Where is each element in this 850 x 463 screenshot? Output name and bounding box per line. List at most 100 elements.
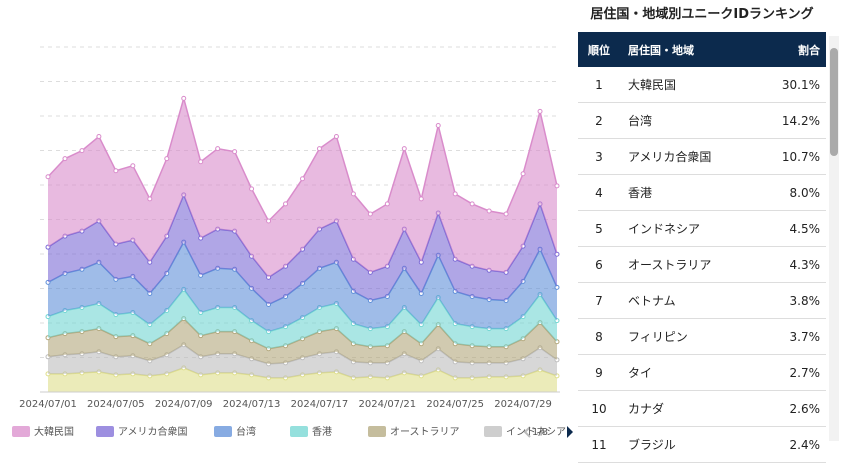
- point: [45, 174, 51, 180]
- legend-label: インドネシア: [506, 426, 566, 438]
- cell: 10: [578, 390, 620, 427]
- cell: 10.7%: [758, 138, 826, 175]
- point: [401, 146, 407, 152]
- cell: 4.3%: [758, 246, 826, 283]
- area: [48, 242, 557, 332]
- cell: 6: [578, 246, 620, 283]
- point: [79, 148, 85, 154]
- legend-label: 香港: [312, 426, 332, 438]
- scroll-thumb[interactable]: [830, 48, 838, 156]
- ranking-row[interactable]: 3 アメリカ合衆国 10.7%: [578, 138, 826, 175]
- point: [486, 208, 492, 214]
- x-tick-label: 2024/07/29: [494, 399, 552, 410]
- point: [367, 211, 373, 217]
- area: [48, 367, 557, 392]
- cell: 2.7%: [758, 354, 826, 391]
- header-cell[interactable]: 順位: [578, 32, 620, 67]
- cell: 5: [578, 210, 620, 247]
- point: [181, 95, 187, 101]
- point: [300, 176, 305, 182]
- ranking-row[interactable]: 6 オーストラリア 4.3%: [578, 246, 826, 283]
- cell: 9: [578, 354, 620, 391]
- legend-swatch: [290, 426, 308, 437]
- x-tick-label: 2024/07/01: [19, 399, 77, 410]
- legend-prev[interactable]: [523, 426, 531, 438]
- cell: 4: [578, 174, 620, 211]
- point: [215, 146, 221, 152]
- ranking-row[interactable]: 2 台湾 14.2%: [578, 102, 826, 139]
- point: [384, 201, 390, 207]
- cell: フィリピン: [620, 318, 759, 355]
- ranking-row[interactable]: 10 カナダ 2.6%: [578, 390, 826, 427]
- ranking-row[interactable]: 8 フィリピン 3.7%: [578, 318, 826, 355]
- cell: 大韓民国: [620, 67, 759, 103]
- ranking-row[interactable]: 9 タイ 2.7%: [578, 354, 826, 391]
- cell: 3: [578, 138, 620, 175]
- cell: 2.4%: [758, 426, 826, 463]
- cell: 1: [578, 67, 620, 103]
- legend-swatch: [484, 426, 502, 437]
- cell: 2: [578, 102, 620, 139]
- ranking-row[interactable]: 5 インドネシア 4.5%: [578, 210, 826, 247]
- point: [520, 171, 526, 177]
- cell: 14.2%: [758, 102, 826, 139]
- legend-next[interactable]: [567, 426, 573, 438]
- area: [48, 318, 557, 364]
- ranking-table: 順位 居住国・地域 割合 1 大韓民国 30.1% 2 台湾 14.2% 3 アメリカ合衆国 1…: [578, 32, 826, 463]
- legend-swatch: [214, 426, 232, 437]
- header-cell[interactable]: 居住国・地域: [620, 32, 759, 67]
- scrollbar[interactable]: [829, 36, 839, 441]
- legend-label: 台湾: [236, 425, 256, 438]
- point: [164, 156, 170, 162]
- ranking-title: 居住国・地域別ユニークIDランキング: [590, 7, 814, 22]
- legend-label: 大韓民国: [34, 425, 74, 438]
- point: [130, 163, 136, 169]
- legend-swatch: [368, 426, 386, 437]
- cell: 台湾: [620, 102, 759, 139]
- cell: アメリカ合衆国: [620, 138, 759, 175]
- cell: 30.1%: [758, 67, 826, 103]
- header-cell[interactable]: 割合: [758, 32, 826, 67]
- point: [62, 156, 68, 162]
- cell: 2.6%: [758, 390, 826, 427]
- point: [96, 134, 102, 140]
- point: [198, 159, 204, 165]
- cell: 4.5%: [758, 210, 826, 247]
- cell: 3.8%: [758, 282, 826, 319]
- cell: 8: [578, 318, 620, 355]
- cell: カナダ: [620, 390, 759, 427]
- ranking-panel: 居住国・地域別ユニークIDランキング 順位 居住国・地域 割合 1 大韓民国 30.…: [578, 0, 826, 463]
- ranking-row[interactable]: 7 ベトナム 3.8%: [578, 282, 826, 319]
- ranking-row[interactable]: 1 大韓民国 30.1%: [578, 67, 826, 103]
- cell: 11: [578, 426, 620, 463]
- x-tick-label: 2024/07/05: [87, 399, 145, 410]
- area: [48, 344, 557, 378]
- x-tick-label: 2024/07/21: [359, 399, 417, 410]
- legend-label: オーストラリア: [390, 426, 460, 438]
- legend-page: 1/8: [532, 427, 548, 438]
- cell: 香港: [620, 174, 759, 211]
- point: [266, 218, 272, 224]
- point: [249, 186, 255, 192]
- point: [452, 191, 458, 197]
- cell: 3.7%: [758, 318, 826, 355]
- legend-swatch: [96, 426, 114, 437]
- point: [350, 191, 356, 197]
- point: [232, 149, 238, 155]
- x-tick-label: 2024/07/13: [223, 399, 281, 410]
- chart: 1/8 2024/07/01 2024/07/05 2024/07/09 2024/0…: [12, 46, 573, 438]
- area: [48, 98, 557, 278]
- point: [333, 134, 339, 140]
- point: [147, 196, 153, 202]
- cell: オーストラリア: [620, 246, 759, 283]
- cell: ブラジル: [620, 426, 759, 463]
- cell: 7: [578, 282, 620, 319]
- ranking-row[interactable]: 11 ブラジル 2.4%: [578, 426, 826, 463]
- cell: ベトナム: [620, 282, 759, 319]
- point: [113, 168, 119, 174]
- ranking-row[interactable]: 4 香港 8.0%: [578, 174, 826, 211]
- point: [503, 211, 509, 217]
- x-tick-label: 2024/07/17: [291, 399, 349, 410]
- cell: インドネシア: [620, 210, 759, 247]
- point: [418, 196, 424, 202]
